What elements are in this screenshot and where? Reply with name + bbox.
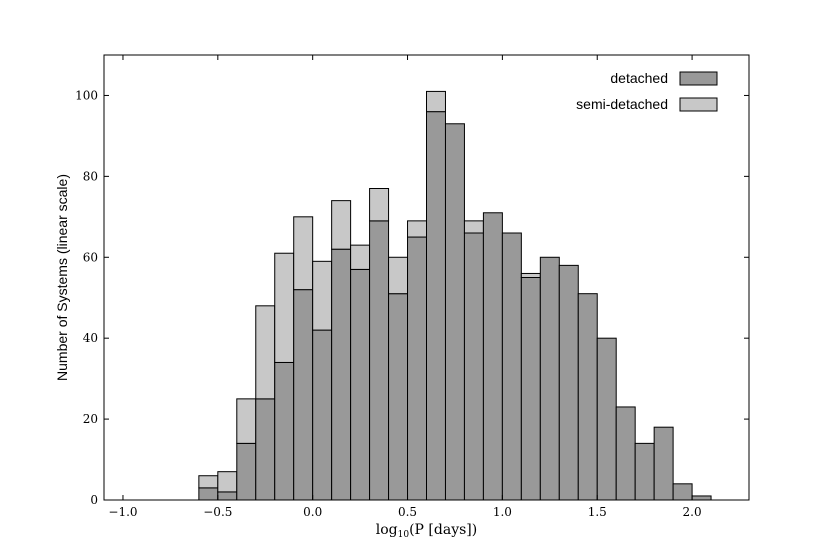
bar-detached	[444, 123, 465, 501]
bar-detached	[596, 337, 617, 501]
legend-swatch-semi-detached	[679, 97, 718, 112]
x-axis-label-sub: 10	[398, 530, 410, 540]
bar-semi-detached	[293, 216, 314, 291]
y-tick-label: 0	[90, 493, 98, 507]
y-tick-label: 80	[83, 169, 98, 183]
ticks-layer: −1.0 −0.5 0.0 0.5 1.0 1.5 2.0 0 20 40 60 80 100	[75, 55, 749, 519]
bar-semi-detached	[350, 244, 371, 270]
x-axis-label-main: log	[376, 522, 398, 538]
bar-semi-detached	[255, 305, 276, 400]
bar-detached	[539, 256, 560, 501]
bar-detached	[236, 442, 257, 501]
bar-detached	[217, 491, 238, 501]
legend: detached semi-detached	[576, 70, 718, 112]
x-tick-label: −1.0	[108, 505, 137, 519]
legend-label-semi-detached: semi-detached	[576, 96, 668, 112]
bar-semi-detached	[407, 220, 428, 238]
x-tick-label: −0.5	[203, 505, 232, 519]
bar-detached	[274, 361, 295, 501]
x-axis-label: log10(P [days])	[376, 522, 477, 540]
bar-detached	[255, 398, 276, 501]
bar-detached	[672, 483, 693, 501]
bar-detached	[577, 293, 598, 501]
y-tick-label: 100	[75, 88, 98, 102]
x-tick-label: 2.0	[683, 505, 702, 519]
bar-detached	[369, 220, 390, 501]
bar-semi-detached	[274, 252, 295, 363]
x-tick-label: 0.5	[398, 505, 417, 519]
bar-semi-detached	[217, 471, 238, 493]
bar-detached	[501, 232, 522, 501]
x-axis-label-arg: (P [days])	[409, 522, 477, 538]
bar-detached	[312, 329, 333, 501]
bar-semi-detached	[463, 220, 484, 234]
bar-semi-detached	[198, 475, 219, 489]
bar-semi-detached	[388, 256, 409, 295]
bars-layer	[198, 90, 712, 501]
y-axis-label: Number of Systems (linear scale)	[54, 174, 70, 381]
y-tick-label: 60	[83, 250, 98, 264]
bar-detached	[482, 212, 503, 501]
bar-semi-detached	[236, 398, 257, 444]
y-tick-label: 40	[83, 331, 98, 345]
bar-detached	[426, 111, 446, 501]
bar-detached	[331, 248, 352, 501]
bar-detached	[198, 487, 219, 501]
bar-detached	[388, 293, 409, 501]
legend-swatch-detached	[679, 71, 718, 86]
bar-detached	[463, 232, 484, 501]
bar-semi-detached	[520, 272, 541, 279]
bar-detached	[350, 268, 371, 501]
bar-semi-detached	[312, 260, 333, 331]
bar-semi-detached	[369, 188, 390, 222]
x-tick-label: 0.0	[303, 505, 322, 519]
bar-semi-detached	[331, 200, 352, 250]
bar-semi-detached	[426, 90, 446, 113]
plot-frame	[103, 54, 750, 501]
bar-detached	[558, 264, 579, 501]
y-tick-label: 20	[83, 412, 98, 426]
bar-detached	[407, 236, 428, 501]
bar-detached	[293, 289, 314, 501]
x-tick-label: 1.0	[493, 505, 512, 519]
x-tick-label: 1.5	[588, 505, 607, 519]
legend-label-detached: detached	[610, 70, 668, 86]
bar-detached	[520, 277, 541, 501]
bar-detached	[691, 495, 712, 501]
bar-detached	[653, 426, 674, 501]
bar-detached	[615, 406, 636, 501]
bar-detached	[634, 442, 655, 501]
